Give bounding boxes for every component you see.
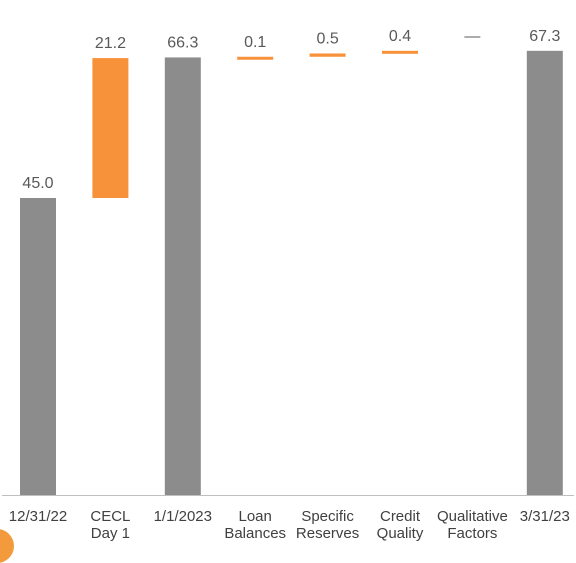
x-tick-label: CECL	[90, 508, 130, 525]
total-bar	[20, 198, 56, 495]
x-tick-label: Quality	[377, 525, 424, 541]
x-tick-label: Reserves	[296, 525, 359, 541]
data-label: 0.4	[389, 28, 411, 45]
change-bar	[309, 53, 346, 57]
x-tick-label: Day 1	[91, 525, 130, 541]
change-bar	[237, 56, 274, 60]
total-bar	[164, 57, 201, 496]
x-tick-label: Credit	[380, 508, 421, 525]
x-tick-label: 1/1/2023	[154, 508, 212, 525]
x-tick-label: Specific	[301, 508, 354, 525]
change-bar	[382, 50, 418, 54]
data-label: 0.5	[316, 30, 338, 47]
x-tick-label: Loan	[239, 508, 272, 525]
x-tick-label: Balances	[224, 525, 286, 541]
data-label: 66.3	[167, 34, 198, 51]
data-label: 21.2	[95, 35, 126, 52]
change-bar	[92, 58, 129, 198]
x-tick-label: Qualitative	[437, 508, 508, 525]
total-bar	[526, 50, 563, 495]
data-label: 67.3	[529, 28, 560, 45]
x-tick-label: 3/31/23	[520, 508, 570, 525]
data-label: —	[464, 28, 480, 45]
x-tick-label: 12/31/22	[9, 508, 67, 525]
data-label: 0.1	[244, 34, 266, 51]
data-label: 45.0	[22, 175, 53, 192]
x-tick-label: Factors	[447, 525, 497, 541]
